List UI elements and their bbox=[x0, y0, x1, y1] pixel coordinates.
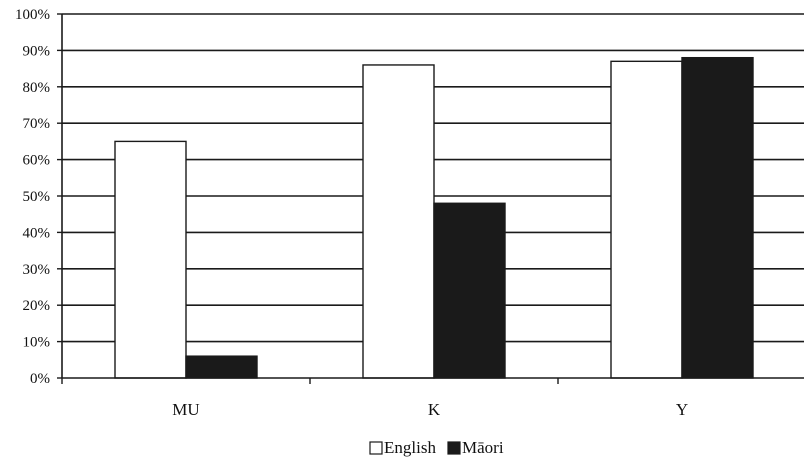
bar-english-y bbox=[610, 60, 683, 379]
y-tick-label: 50% bbox=[23, 189, 51, 205]
y-tick-label: 90% bbox=[23, 43, 51, 59]
y-tick-label: 0% bbox=[30, 371, 50, 387]
legend-swatch bbox=[447, 441, 461, 455]
y-tick-label: 70% bbox=[23, 116, 51, 132]
y-tick-label: 40% bbox=[23, 225, 51, 241]
y-tick-label: 30% bbox=[23, 262, 51, 278]
legend-label: Māori bbox=[462, 438, 504, 457]
bar-english-k bbox=[362, 64, 435, 379]
y-tick-label: 100% bbox=[15, 7, 50, 23]
x-category-label: MU bbox=[172, 400, 199, 419]
axes bbox=[57, 13, 804, 384]
y-tick-label: 10% bbox=[23, 335, 51, 351]
bar-english-mu bbox=[114, 140, 187, 379]
x-category-labels: MU K Y bbox=[172, 400, 688, 419]
y-tick-label: 20% bbox=[23, 298, 51, 314]
y-tick-label: 80% bbox=[23, 80, 51, 96]
bars bbox=[114, 56, 754, 379]
x-category-label: Y bbox=[676, 400, 688, 419]
y-tick-label: 60% bbox=[23, 153, 51, 169]
legend-label: English bbox=[384, 438, 436, 457]
bar-mori-mu bbox=[185, 355, 258, 379]
y-tick-labels: 0% 10% 20% 30% 40% 50% 60% 70% 80% 90% 100% bbox=[15, 7, 50, 387]
legend: English Māori bbox=[369, 438, 504, 457]
bar-mori-k bbox=[433, 202, 506, 379]
bar-mori-y bbox=[681, 56, 754, 379]
legend-swatch bbox=[369, 441, 383, 455]
x-category-label: K bbox=[428, 400, 441, 419]
